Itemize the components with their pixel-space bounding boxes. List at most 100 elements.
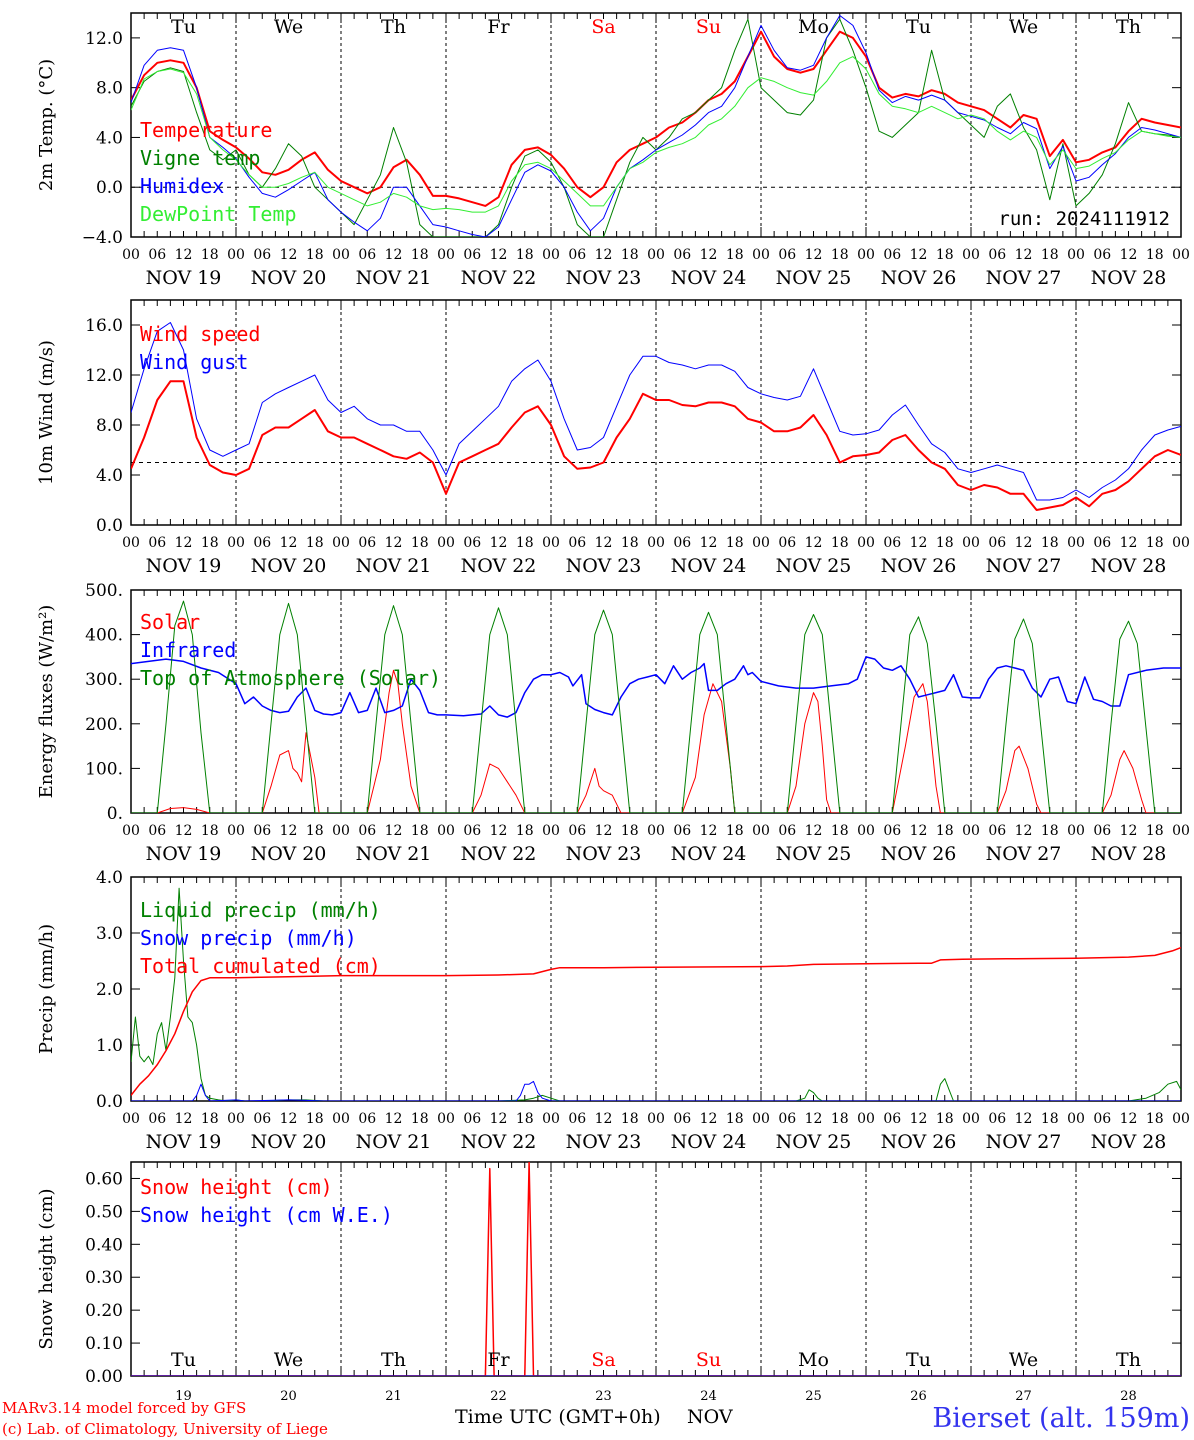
y-tick-label: 1.0 — [96, 1036, 123, 1056]
date-label: NOV 21 — [356, 843, 432, 865]
hour-tick-label: 00 — [857, 1111, 875, 1127]
hour-tick-label: 18 — [936, 1111, 954, 1127]
hour-tick-label: 06 — [463, 247, 481, 263]
hour-tick-label: 00 — [752, 535, 770, 551]
series-line-wind-gust — [131, 322, 1181, 501]
date-label: NOV 23 — [566, 555, 642, 577]
date-label: NOV 25 — [776, 843, 852, 865]
hour-tick-label: 12 — [595, 823, 613, 839]
weekday-label: Tu — [171, 16, 196, 38]
hour-tick-label: 06 — [463, 823, 481, 839]
series-group — [131, 15, 1181, 237]
day-number-label: 21 — [385, 1389, 402, 1404]
hour-tick-label: 06 — [778, 247, 796, 263]
legend-entry: DewPoint Temp — [140, 202, 297, 226]
hour-tick-label: 00 — [752, 1111, 770, 1127]
hour-tick-label: 12 — [805, 823, 823, 839]
weekday-label: Th — [381, 16, 406, 38]
hour-tick-label: 06 — [463, 535, 481, 551]
legend-entry: Top of Atmosphere (Solar) — [140, 666, 441, 690]
hour-tick-label: 12 — [280, 823, 298, 839]
hour-tick-label: 00 — [122, 247, 140, 263]
hour-tick-label: 18 — [516, 823, 534, 839]
hour-tick-label: 00 — [332, 247, 350, 263]
hour-tick-label: 18 — [831, 247, 849, 263]
day-number-label: 27 — [1015, 1389, 1032, 1404]
hour-tick-label: 00 — [857, 535, 875, 551]
hour-tick-label: 12 — [1120, 535, 1138, 551]
date-label: NOV 20 — [251, 1131, 327, 1153]
day-number-label: 25 — [805, 1389, 822, 1404]
hour-tick-label: 00 — [437, 535, 455, 551]
date-label: NOV 21 — [356, 267, 432, 289]
hour-tick-label: 18 — [831, 823, 849, 839]
hour-tick-label: 12 — [385, 535, 403, 551]
date-label: NOV 23 — [566, 267, 642, 289]
y-tick-label: 8.0 — [96, 79, 123, 99]
y-tick-label: 12.0 — [85, 366, 123, 386]
hour-tick-label: 18 — [306, 247, 324, 263]
series-line-total-cumulated-cm- — [131, 946, 1181, 1096]
hour-tick-label: 18 — [516, 1111, 534, 1127]
hour-tick-label: 12 — [490, 1111, 508, 1127]
hour-tick-label: 00 — [227, 823, 245, 839]
hour-tick-label: 06 — [358, 823, 376, 839]
hour-tick-label: 06 — [883, 823, 901, 839]
chart-panel-4: 0.0 1.0 2.0 3.0 4.0 Precip (mm/h) Liquid preci… — [36, 868, 1190, 1153]
hour-tick-label: 06 — [358, 1111, 376, 1127]
hour-tick-label: 18 — [1146, 247, 1164, 263]
hour-tick-label: 06 — [568, 247, 586, 263]
y-tick-label: 12.0 — [85, 29, 123, 49]
day-number-label: 24 — [700, 1389, 717, 1404]
y-tick-label: 4.0 — [96, 868, 123, 888]
hour-tick-label: 00 — [437, 247, 455, 263]
hour-tick-label: 18 — [1041, 247, 1059, 263]
y-tick-label: 4.0 — [96, 466, 123, 486]
hour-tick-label: 12 — [175, 247, 193, 263]
y-tick-label: 500. — [85, 581, 123, 601]
series-line-top-of-atmosphere-solar- — [131, 600, 1181, 813]
hour-tick-label: 18 — [936, 823, 954, 839]
date-label: NOV 19 — [146, 267, 222, 289]
date-label: NOV 25 — [776, 267, 852, 289]
hour-tick-label: 06 — [778, 823, 796, 839]
legend-entry: Humidex — [140, 174, 224, 198]
weekday-label: Mo — [798, 1349, 829, 1371]
series-line-solar — [131, 669, 1181, 813]
hour-tick-label: 06 — [988, 1111, 1006, 1127]
weekday-label: Th — [1116, 1349, 1141, 1371]
hour-tick-label: 00 — [1067, 823, 1085, 839]
date-label: NOV 23 — [566, 843, 642, 865]
hour-tick-label: 12 — [700, 823, 718, 839]
hour-tick-label: 00 — [647, 823, 665, 839]
hour-tick-label: 00 — [332, 823, 350, 839]
hour-tick-label: 18 — [411, 823, 429, 839]
hour-tick-label: 00 — [437, 823, 455, 839]
legend-entry: Temperature — [140, 118, 272, 142]
hour-tick-label: 06 — [253, 1111, 271, 1127]
y-tick-label: 0.20 — [85, 1301, 123, 1321]
hour-tick-label: 06 — [673, 1111, 691, 1127]
hour-tick-label: 00 — [542, 535, 560, 551]
hour-tick-label: 12 — [700, 1111, 718, 1127]
date-label: NOV 25 — [776, 555, 852, 577]
weekday-label: Th — [1116, 16, 1141, 38]
hour-tick-label: 12 — [595, 247, 613, 263]
model-credit-line1: MARv3.14 model forced by GFS — [2, 1399, 246, 1417]
weekday-label: Tu — [906, 1349, 931, 1371]
y-tick-label: 0.0 — [96, 1092, 123, 1112]
date-label: NOV 24 — [671, 555, 747, 577]
hour-tick-label: 00 — [1172, 535, 1190, 551]
hour-tick-label: 06 — [673, 535, 691, 551]
hour-tick-label: 12 — [700, 247, 718, 263]
hour-tick-label: 18 — [621, 823, 639, 839]
legend-entry: Infrared — [140, 638, 236, 662]
hour-tick-label: 06 — [883, 535, 901, 551]
y-tick-label: 200. — [85, 715, 123, 735]
y-axis-label: 2m Temp. (°C) — [36, 59, 57, 191]
day-number-label: 22 — [490, 1389, 507, 1404]
hour-tick-label: 12 — [595, 535, 613, 551]
y-axis-label: Energy fluxes (W/m²) — [36, 605, 57, 799]
hour-tick-label: 00 — [122, 823, 140, 839]
station-name: Bierset (alt. 159m) — [932, 1403, 1190, 1434]
